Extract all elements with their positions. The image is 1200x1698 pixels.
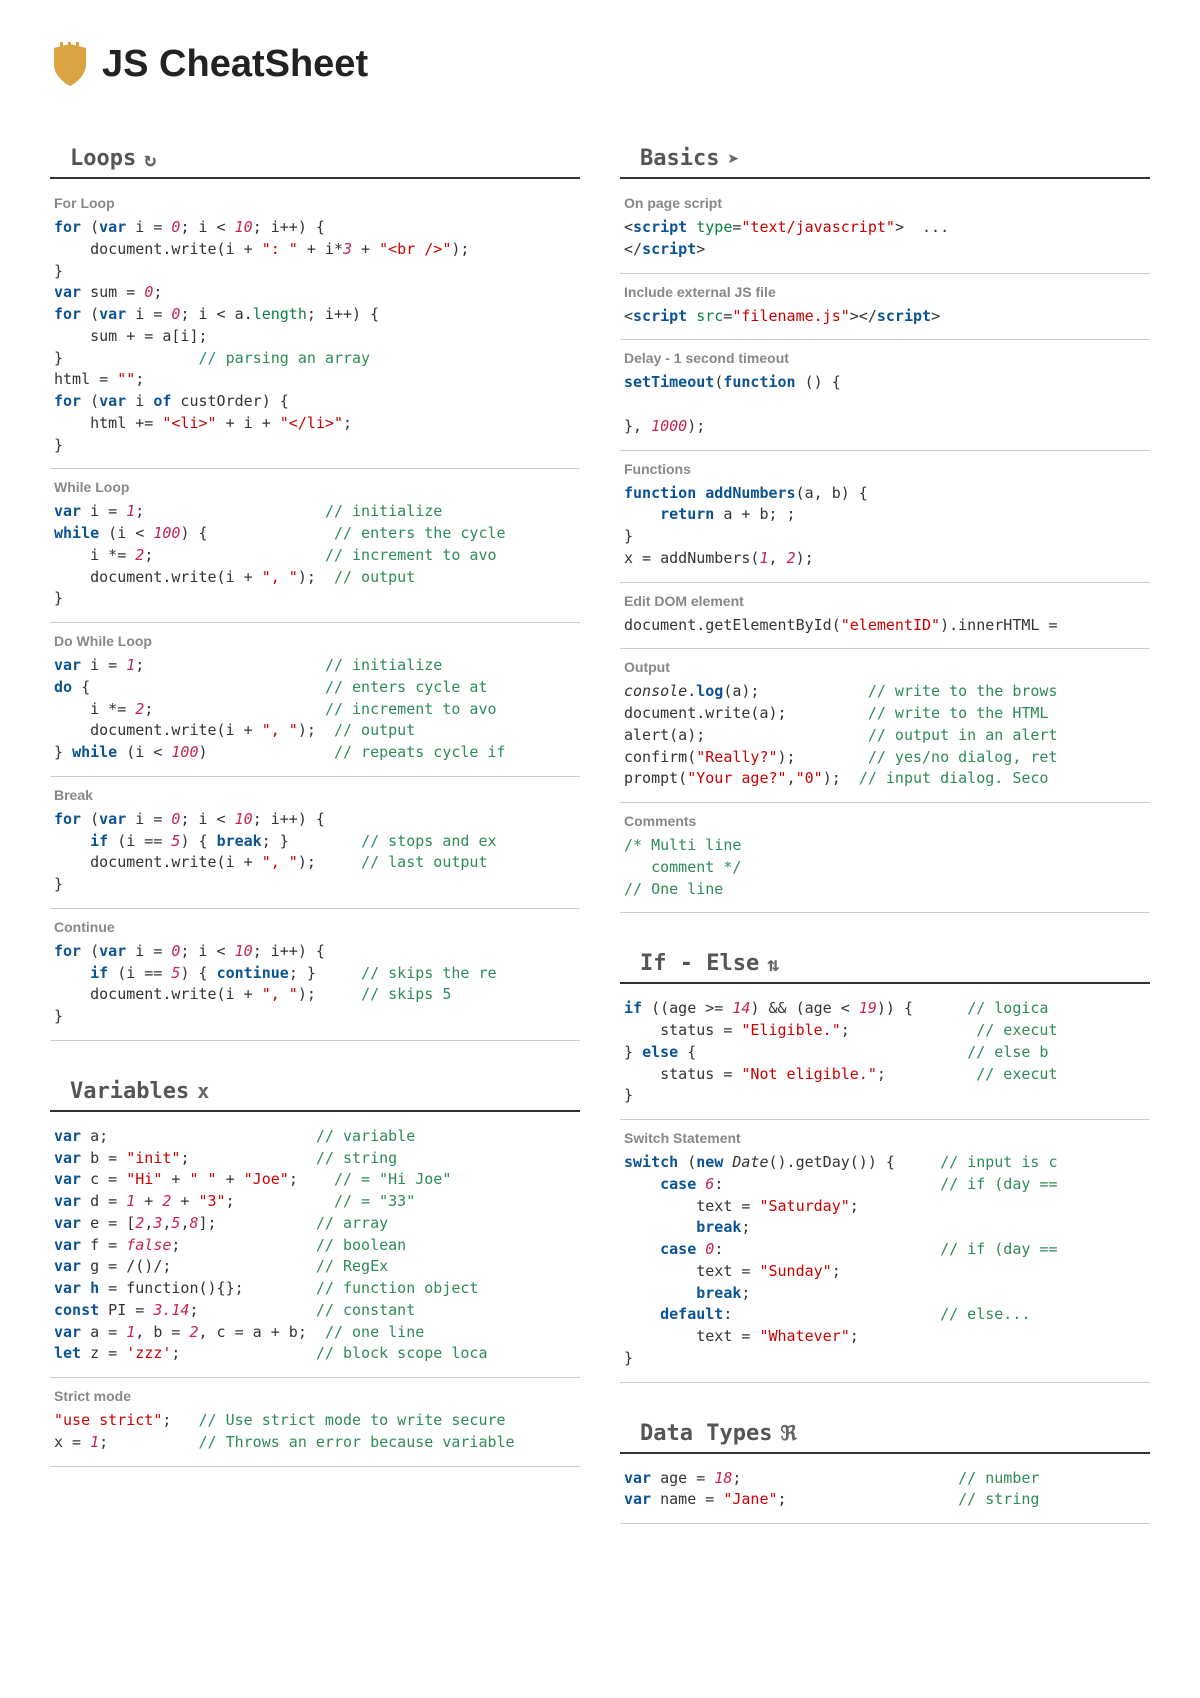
block-label: Comments bbox=[620, 809, 1150, 833]
code-snippet: var i = 1; // initialize while (i < 100)… bbox=[50, 499, 580, 612]
code-block: Do While Loopvar i = 1; // initialize do… bbox=[50, 623, 580, 777]
block-label: Continue bbox=[50, 915, 580, 939]
section-title: Basics➤ bbox=[620, 138, 1150, 179]
section-glyph-icon: ↻ bbox=[144, 147, 156, 171]
section-title: Loops↻ bbox=[50, 138, 580, 179]
section-glyph-icon: ➤ bbox=[727, 147, 739, 171]
code-snippet: for (var i = 0; i < 10; i++) { document.… bbox=[50, 215, 580, 458]
block-label: Output bbox=[620, 655, 1150, 679]
section-glyph-icon: x bbox=[197, 1079, 209, 1103]
block-label: Do While Loop bbox=[50, 629, 580, 653]
block-label: Delay - 1 second timeout bbox=[620, 346, 1150, 370]
code-block: Edit DOM elementdocument.getElementById(… bbox=[620, 583, 1150, 650]
block-label: For Loop bbox=[50, 191, 580, 215]
code-block: var a; // variable var b = "init"; // st… bbox=[50, 1118, 580, 1378]
code-snippet: var i = 1; // initialize do { // enters … bbox=[50, 653, 580, 766]
code-snippet: console.log(a); // write to the brows do… bbox=[620, 679, 1150, 792]
shield-icon bbox=[50, 40, 90, 88]
section-glyph-icon: ℜ bbox=[780, 1421, 796, 1445]
code-block: For Loopfor (var i = 0; i < 10; i++) { d… bbox=[50, 185, 580, 469]
code-block: Outputconsole.log(a); // write to the br… bbox=[620, 649, 1150, 803]
code-block: Include external JS file<script src="fil… bbox=[620, 274, 1150, 341]
block-label: Switch Statement bbox=[620, 1126, 1150, 1150]
right-column: Basics➤ On page script<script type="text/… bbox=[620, 108, 1150, 1524]
code-snippet: document.getElementById("elementID").inn… bbox=[620, 613, 1150, 639]
section-title: If - Else⇅ bbox=[620, 943, 1150, 984]
block-label: Break bbox=[50, 783, 580, 807]
code-block: Strict mode"use strict"; // Use strict m… bbox=[50, 1378, 580, 1467]
section-glyph-icon: ⇅ bbox=[767, 952, 779, 976]
code-snippet: "use strict"; // Use strict mode to writ… bbox=[50, 1408, 580, 1456]
code-block: While Loopvar i = 1; // initialize while… bbox=[50, 469, 580, 623]
code-block: On page script<script type="text/javascr… bbox=[620, 185, 1150, 274]
code-block: Breakfor (var i = 0; i < 10; i++) { if (… bbox=[50, 777, 580, 909]
code-block: Comments/* Multi line comment */ // One … bbox=[620, 803, 1150, 913]
code-snippet: /* Multi line comment */ // One line bbox=[620, 833, 1150, 902]
block-label: On page script bbox=[620, 191, 1150, 215]
code-block: Functionsfunction addNumbers(a, b) { ret… bbox=[620, 451, 1150, 583]
block-label: Strict mode bbox=[50, 1384, 580, 1408]
code-snippet: setTimeout(function () { }, 1000); bbox=[620, 370, 1150, 439]
code-snippet: var a; // variable var b = "init"; // st… bbox=[50, 1124, 580, 1367]
left-column: Loops↻For Loopfor (var i = 0; i < 10; i+… bbox=[50, 108, 580, 1524]
block-label: While Loop bbox=[50, 475, 580, 499]
section-title: Data Typesℜ bbox=[620, 1413, 1150, 1454]
code-snippet: switch (new Date().getDay()) { // input … bbox=[620, 1150, 1150, 1372]
block-label: Edit DOM element bbox=[620, 589, 1150, 613]
page-header: JS CheatSheet bbox=[50, 40, 1150, 88]
code-snippet: <script type="text/javascript"> ... </sc… bbox=[620, 215, 1150, 263]
code-block: Delay - 1 second timeoutsetTimeout(funct… bbox=[620, 340, 1150, 450]
code-block: Continuefor (var i = 0; i < 10; i++) { i… bbox=[50, 909, 580, 1041]
code-block: if ((age >= 14) && (age < 19)) { // logi… bbox=[620, 990, 1150, 1120]
block-label: Functions bbox=[620, 457, 1150, 481]
code-snippet: <script src="filename.js"></script> bbox=[620, 304, 1150, 330]
code-block: Switch Statementswitch (new Date().getDa… bbox=[620, 1120, 1150, 1383]
code-snippet: for (var i = 0; i < 10; i++) { if (i == … bbox=[50, 939, 580, 1030]
page-title: JS CheatSheet bbox=[102, 43, 368, 86]
code-block: var age = 18; // number var name = "Jane… bbox=[620, 1460, 1150, 1525]
code-snippet: var age = 18; // number var name = "Jane… bbox=[620, 1466, 1150, 1514]
code-snippet: for (var i = 0; i < 10; i++) { if (i == … bbox=[50, 807, 580, 898]
code-snippet: if ((age >= 14) && (age < 19)) { // logi… bbox=[620, 996, 1150, 1109]
section-title: Variablesx bbox=[50, 1071, 580, 1112]
block-label: Include external JS file bbox=[620, 280, 1150, 304]
code-snippet: function addNumbers(a, b) { return a + b… bbox=[620, 481, 1150, 572]
